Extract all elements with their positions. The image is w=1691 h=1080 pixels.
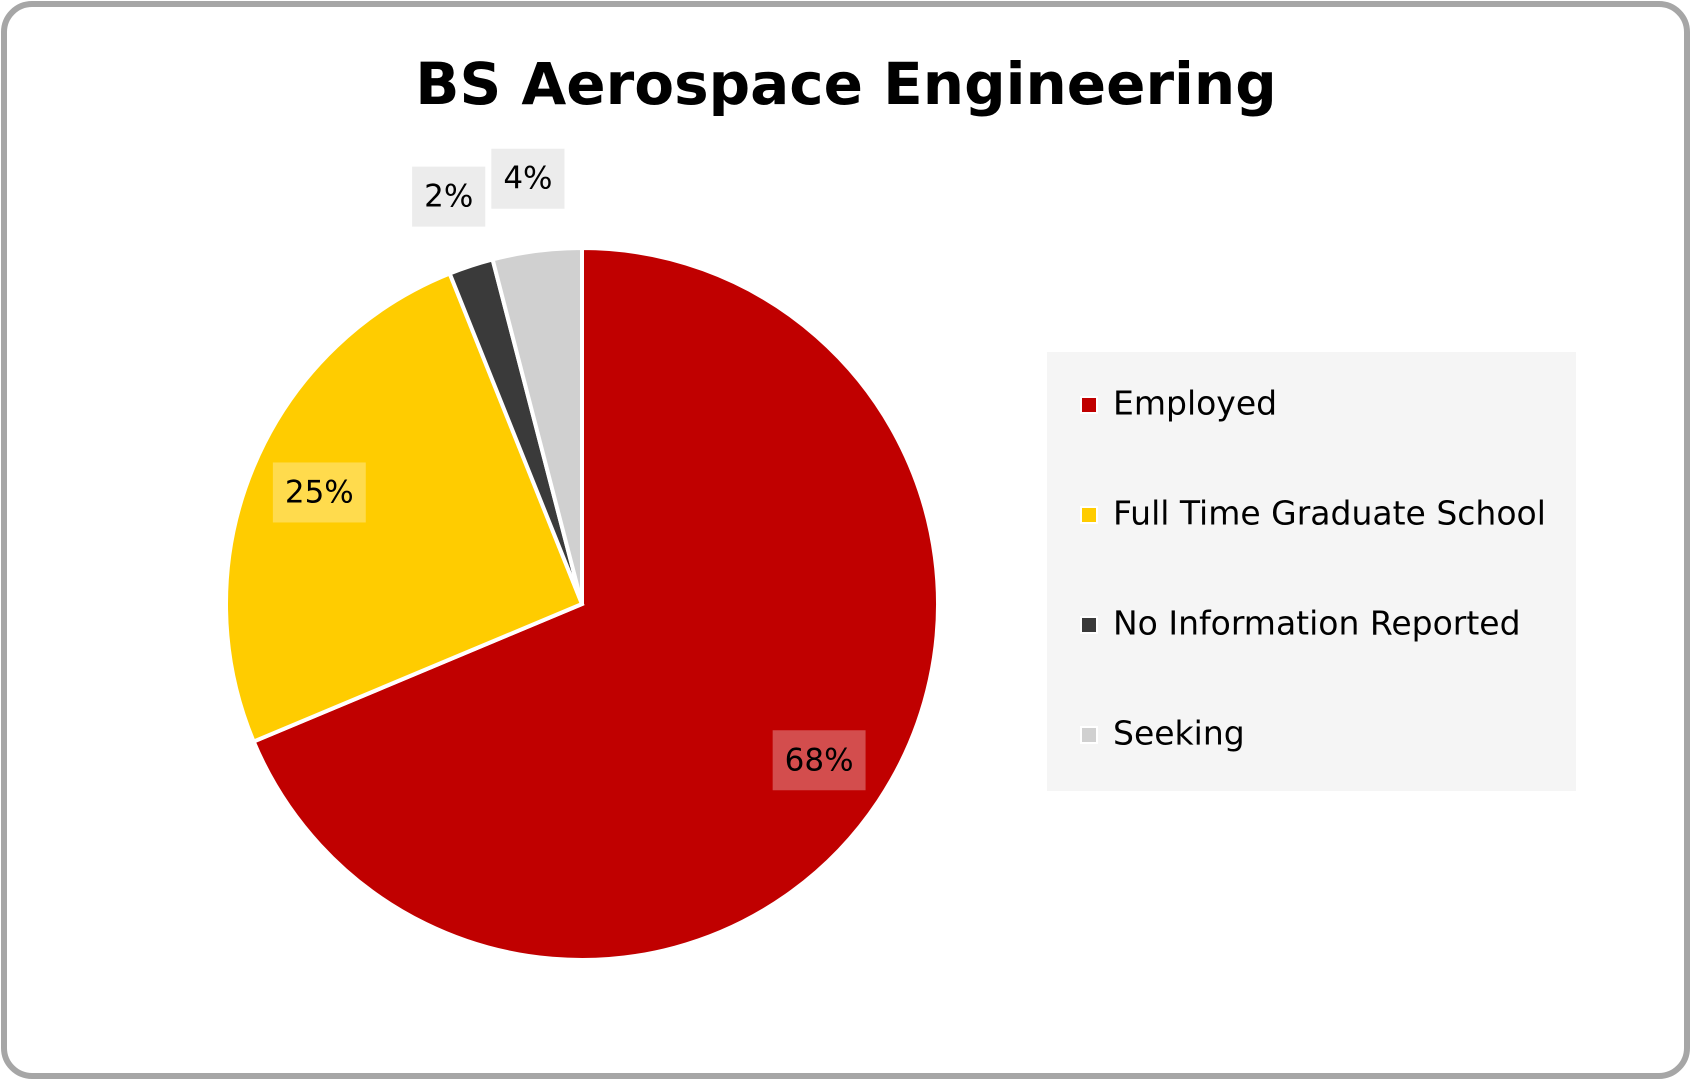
legend-box xyxy=(1047,352,1576,791)
data-label: 25% xyxy=(285,474,354,510)
legend-swatch xyxy=(1080,726,1098,744)
legend-label: Seeking xyxy=(1113,714,1245,753)
pie-slice xyxy=(490,245,584,605)
legend-swatch xyxy=(1080,396,1098,414)
data-label-bg xyxy=(412,166,486,227)
legend-label: No Information Reported xyxy=(1113,604,1521,643)
data-label: 68% xyxy=(785,742,854,778)
data-label-bg xyxy=(491,148,565,209)
legend-swatch xyxy=(1080,506,1098,524)
legend-swatch xyxy=(1080,616,1098,634)
pie-slice xyxy=(251,245,940,962)
data-label: 2% xyxy=(424,179,473,215)
data-label: 4% xyxy=(503,161,552,197)
chart-title: BS Aerospace Engineering xyxy=(415,50,1277,118)
legend-label: Employed xyxy=(1113,384,1277,423)
data-label-bg xyxy=(272,462,366,523)
data-label-bg xyxy=(772,730,866,791)
pie-slice xyxy=(224,270,585,745)
legend-label: Full Time Graduate School xyxy=(1113,494,1546,533)
